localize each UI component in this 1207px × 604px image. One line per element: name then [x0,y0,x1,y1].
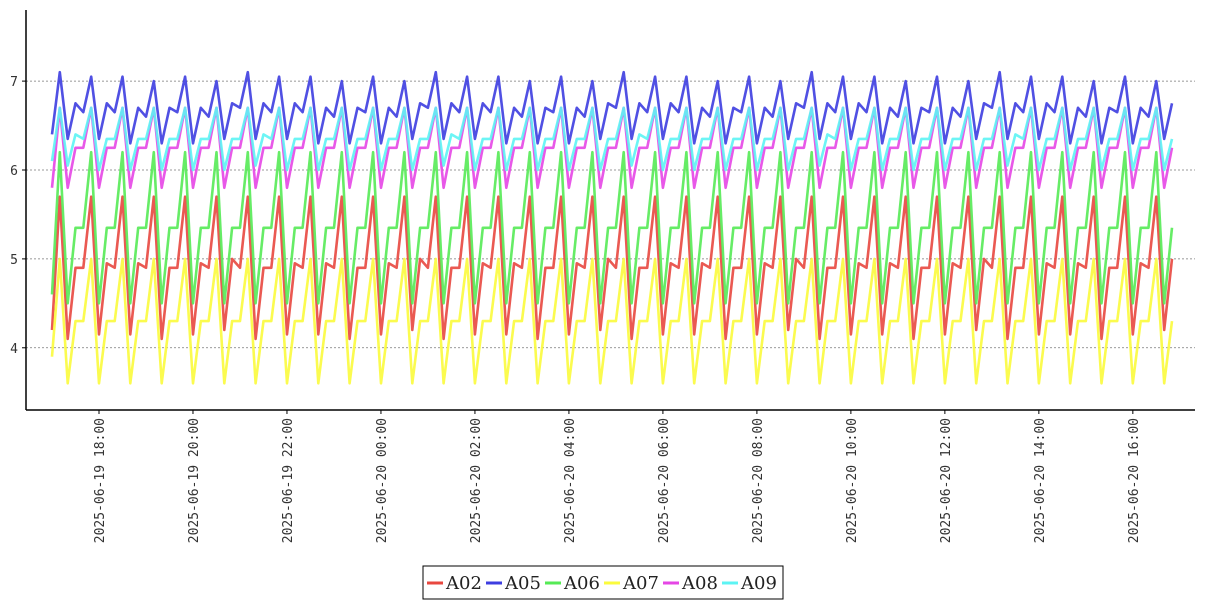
x-tick-label: 2025-06-20 10:00 [845,418,860,543]
x-tick-label: 2025-06-20 06:00 [657,418,672,543]
gridlines [26,80,1195,349]
legend-label-a05: A05 [504,573,541,594]
series-line-a05 [50,70,1174,145]
x-tick-label: 2025-06-20 08:00 [751,418,766,543]
series-line-a09 [50,106,1174,172]
series-line-a08 [50,106,1174,190]
series-lines [50,70,1174,385]
legend-box [422,565,784,600]
legend-label-a06: A06 [563,573,600,594]
x-tick-label: 2025-06-20 14:00 [1033,418,1048,543]
y-tick-label: 6 [10,164,18,179]
x-tick-label: 2025-06-20 04:00 [563,418,578,543]
x-tick-label: 2025-06-19 22:00 [281,418,296,543]
legend-label-a09: A09 [740,573,777,594]
x-tick-label: 2025-06-20 12:00 [939,418,954,543]
y-tick-label: 7 [10,75,18,90]
x-tick-label: 2025-06-20 00:00 [375,418,390,543]
x-tick-label: 2025-06-20 02:00 [469,418,484,543]
x-tick-label: 2025-06-19 18:00 [93,418,108,543]
x-tick-label: 2025-06-19 20:00 [187,418,202,543]
x-ticks: 2025-06-19 18:00 2025-06-19 20:00 2025-06-… [93,410,1142,543]
y-ticks: 4 5 6 7 [10,75,26,357]
axes [25,10,1195,411]
series-line-a07 [50,257,1174,385]
y-tick-label: 5 [10,253,18,268]
y-tick-label: 4 [10,342,18,357]
series-line-a06 [50,150,1174,305]
legend-label-a02: A02 [445,573,482,594]
legend: A02 A05 A06 A07 A08 A09 [422,565,784,600]
legend-label-a07: A07 [622,573,659,594]
x-tick-label: 2025-06-20 16:00 [1127,418,1142,543]
legend-label-a08: A08 [681,573,718,594]
series-line-a02 [50,195,1174,341]
